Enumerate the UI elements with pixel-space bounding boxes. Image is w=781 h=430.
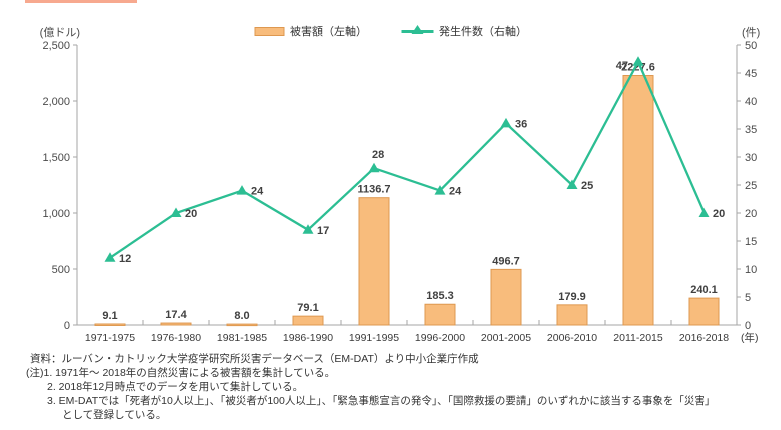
chart-legend: 被害額（左軸） 発生件数（右軸）	[254, 23, 527, 39]
right-tick-label: 5	[745, 292, 751, 304]
line-value-label: 47	[616, 60, 628, 72]
triangle-marker	[302, 224, 314, 234]
legend-item-occurrences: 発生件数（右軸）	[401, 23, 527, 39]
right-tick-label: 0	[745, 320, 751, 332]
left-tick-label: 0	[64, 320, 70, 332]
note-line-2: 2. 2018年12月時点でのデータを用いて集計している。	[47, 381, 304, 393]
triangle-marker	[434, 185, 446, 195]
x-axis-label: 1976-1980	[151, 332, 201, 344]
bar-value-label: 2227.6	[621, 62, 655, 74]
bar-value-label: 9.1	[102, 310, 117, 322]
x-axis-label: 2016-2018	[679, 332, 729, 344]
line-value-label: 24	[251, 186, 264, 198]
note-line-1: (注)1. 1971年～ 2018年の自然災害による被害額を集計している。	[26, 367, 336, 379]
right-tick-label: 40	[745, 96, 757, 108]
bar-value-label: 79.1	[297, 302, 318, 314]
combo-chart-canvas: 0 500 1,000 1,500 2,000 2,500 0 5 10 15 20 25 30 35 40…	[40, 26, 761, 344]
note-line-4: として登録している。	[62, 409, 167, 421]
line-value-label: 36	[515, 118, 527, 130]
left-tick-label: 2,000	[42, 96, 70, 108]
bar	[226, 323, 258, 327]
left-tick-label: 1,000	[42, 208, 70, 220]
bar-value-label: 1136.7	[357, 184, 390, 196]
x-axis-unit-suffix: (年)	[741, 331, 759, 344]
legend-item-damage: 被害額（左軸）	[254, 23, 367, 39]
right-tick-label: 50	[745, 40, 757, 52]
bar	[358, 197, 390, 326]
left-tick-label: 1,500	[42, 152, 70, 164]
line-value-label: 17	[317, 225, 329, 237]
line-triangle-swatch-icon	[401, 25, 433, 37]
bar	[556, 304, 588, 326]
right-tick-label: 35	[745, 124, 757, 136]
triangle-marker	[632, 56, 644, 66]
triangle-marker	[566, 179, 578, 189]
triangle-marker	[698, 207, 710, 217]
bar-swatch-icon	[254, 26, 284, 36]
left-axis-unit: (億ドル)	[40, 26, 80, 39]
bar	[94, 323, 126, 326]
figure-badge-strip	[25, 0, 137, 3]
right-tick-label: 45	[745, 68, 757, 80]
right-tick-label: 20	[745, 208, 757, 220]
left-tick-label: 500	[52, 264, 70, 276]
right-tick-label: 30	[745, 152, 757, 164]
legend-label-damage: 被害額（左軸）	[290, 26, 367, 38]
x-axis-label: 2011-2015	[613, 332, 663, 344]
triangle-marker	[500, 117, 512, 128]
chart-footnotes: 資料：ルーバン・カトリック大学疫学研究所災害データベース（EM-DAT）より中小…	[0, 352, 775, 422]
bar-value-label: 185.3	[426, 290, 454, 302]
line-value-label: 20	[713, 208, 725, 220]
right-tick-label: 15	[745, 236, 757, 248]
legend-label-occurrences: 発生件数（右軸）	[439, 26, 527, 38]
line-series	[109, 59, 706, 259]
bar	[160, 322, 192, 326]
x-axis-label: 2006-2010	[547, 332, 597, 344]
bar	[424, 303, 456, 326]
x-axis-label: 1971-1975	[85, 332, 135, 344]
bar	[622, 75, 654, 326]
right-tick-label: 25	[745, 180, 757, 192]
triangle-marker	[368, 162, 380, 173]
bar	[292, 315, 324, 326]
triangle-marker	[104, 252, 116, 262]
bar-value-label: 179.9	[558, 291, 586, 303]
triangle-marker	[236, 185, 248, 195]
x-axis-label: 1986-1990	[283, 332, 333, 344]
line-value-label: 20	[185, 208, 197, 220]
bar	[490, 268, 522, 326]
bar	[688, 297, 720, 326]
x-axis-label: 1981-1985	[217, 332, 267, 344]
x-axis-label: 1996-2000	[415, 332, 465, 344]
line-value-label: 25	[581, 180, 593, 192]
bar-value-label: 240.1	[690, 284, 718, 296]
right-tick-label: 10	[745, 264, 757, 276]
line-value-label: 28	[372, 149, 384, 161]
right-axis-unit: (件)	[742, 26, 760, 39]
triangle-marker	[170, 207, 182, 217]
bar-value-label: 8.0	[234, 310, 249, 322]
x-axis-label: 1991-1995	[349, 332, 399, 344]
left-tick-label: 2,500	[42, 40, 70, 52]
note-line-3: 3. EM-DATでは「死者が10人以上」、「被災者が100人以上」、「緊急事態…	[47, 395, 716, 407]
line-value-label: 24	[449, 186, 462, 198]
x-axis-label: 2001-2005	[481, 332, 531, 344]
bar-value-label: 496.7	[492, 255, 520, 267]
bar-value-label: 17.4	[165, 309, 187, 321]
line-value-label: 12	[119, 253, 131, 265]
source-line: 資料：ルーバン・カトリック大学疫学研究所災害データベース（EM-DAT）より中小…	[30, 353, 479, 365]
